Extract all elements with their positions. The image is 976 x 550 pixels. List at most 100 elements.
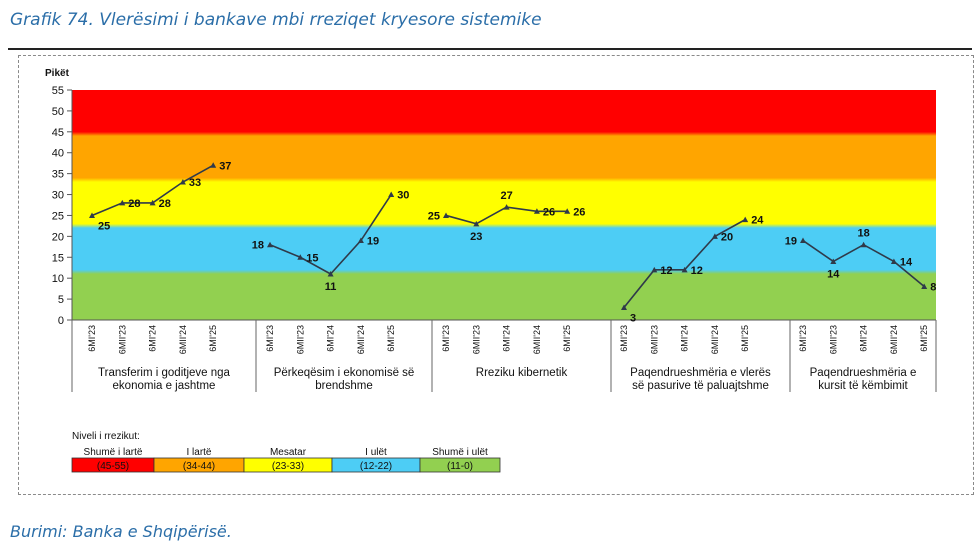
data-point — [443, 212, 449, 218]
data-label: 19 — [367, 236, 379, 248]
y-tick-label: 25 — [52, 210, 64, 222]
group-label: ekonomia e jashtme — [113, 380, 216, 392]
data-label: 24 — [751, 215, 764, 227]
group-label: brendshme — [315, 380, 373, 392]
legend-range: (23-33) — [272, 461, 304, 472]
group-label: Transferim i goditjeve nga — [98, 367, 230, 379]
data-label: 23 — [470, 231, 482, 243]
x-tick-label: 6MI'24 — [502, 325, 512, 352]
group-label: Përkeqësim i ekonomisë së — [274, 367, 415, 379]
y-tick-label: 45 — [52, 127, 64, 139]
data-label: 25 — [428, 210, 440, 222]
data-point — [357, 237, 364, 244]
data-label: 25 — [98, 220, 110, 232]
x-tick-label: 6MII'23 — [295, 325, 305, 354]
group-label: Paqendrueshmëria e — [810, 367, 917, 379]
source-note: Burimi: Banka e Shqipërisë. — [10, 522, 232, 541]
legend-title: Niveli i rrezikut: — [72, 431, 140, 442]
data-label: 19 — [785, 236, 797, 248]
data-point — [711, 233, 718, 239]
data-label: 15 — [306, 252, 318, 264]
group-label: Rreziku kibernetik — [476, 367, 568, 379]
data-label: 27 — [500, 190, 512, 202]
chart-frame — [18, 55, 974, 495]
legend-name: I ulët — [365, 447, 387, 458]
data-label: 3 — [630, 312, 636, 324]
y-tick-label: 30 — [52, 190, 64, 202]
data-label: 20 — [721, 231, 733, 243]
x-tick-label: 6MII'24 — [710, 325, 720, 354]
x-tick-label: 6MI'25 — [740, 325, 750, 352]
x-tick-label: 6MII'24 — [356, 325, 366, 354]
data-label: 11 — [325, 281, 337, 293]
group-label: kursit të këmbimit — [818, 380, 908, 392]
x-tick-label: 6MII'23 — [117, 325, 127, 354]
y-tick-label: 40 — [52, 148, 64, 160]
data-label: 14 — [900, 256, 913, 268]
data-point — [800, 237, 806, 244]
data-point — [297, 254, 304, 260]
legend-range: (34-44) — [183, 461, 215, 472]
data-point — [681, 266, 688, 273]
x-tick-label: 6MII'24 — [889, 325, 899, 354]
y-tick-label: 50 — [52, 106, 64, 118]
y-tick-label: 10 — [52, 273, 64, 285]
data-point — [830, 258, 837, 264]
data-label: 33 — [189, 177, 201, 189]
x-tick-label: 6MI'24 — [859, 325, 869, 352]
legend-name: Shumë i ulët — [432, 447, 488, 458]
data-label: 18 — [857, 228, 869, 240]
data-point — [503, 204, 510, 210]
risk-band-0 — [72, 272, 936, 320]
x-tick-label: 6MI'23 — [798, 325, 808, 352]
data-point — [473, 220, 480, 227]
x-tick-label: 6MI'25 — [208, 325, 218, 352]
data-point — [327, 271, 334, 277]
group-label: së pasurive të paluajtshme — [632, 380, 769, 392]
data-point — [179, 179, 186, 185]
risk-band-3 — [72, 134, 936, 180]
legend-range: (45-55) — [97, 461, 129, 472]
data-label: 8 — [930, 282, 936, 294]
data-label: 12 — [691, 265, 703, 277]
legend-swatch — [419, 457, 501, 473]
y-tick-label: 35 — [52, 169, 64, 181]
x-tick-label: 6MI'23 — [265, 325, 275, 352]
y-axis-label: Pikët — [45, 68, 70, 79]
x-tick-label: 6MI'25 — [562, 325, 572, 352]
title-rule — [8, 48, 972, 50]
x-tick-label: 6MI'24 — [680, 325, 690, 352]
x-tick-label: 6MI'25 — [919, 325, 929, 352]
data-point — [89, 212, 95, 218]
data-point — [210, 162, 217, 168]
data-point — [742, 216, 749, 223]
risk-band-1 — [72, 226, 936, 272]
group-label: Paqendrueshmëria e vlerës — [630, 367, 771, 379]
data-point — [921, 283, 928, 290]
data-point — [267, 241, 273, 248]
data-point — [149, 199, 156, 206]
data-point — [533, 208, 540, 214]
x-tick-label: 6MI'23 — [87, 325, 97, 352]
data-point — [860, 241, 867, 248]
x-tick-label: 6MI'23 — [619, 325, 629, 352]
legend-name: Mesatar — [270, 447, 307, 458]
x-tick-label: 6MI'24 — [326, 325, 336, 352]
y-tick-label: 20 — [52, 231, 64, 243]
data-label: 37 — [219, 160, 231, 172]
data-label: 18 — [252, 240, 264, 252]
data-label: 26 — [573, 206, 585, 218]
data-point — [651, 266, 658, 273]
legend-name: Shumë i lartë — [84, 447, 143, 458]
data-label: 12 — [660, 265, 672, 277]
data-point — [564, 208, 571, 214]
y-tick-label: 5 — [58, 294, 64, 306]
data-point — [388, 191, 395, 198]
legend-range: (11-0) — [447, 461, 473, 472]
x-tick-label: 6MII'23 — [828, 325, 838, 354]
risk-band-2 — [72, 180, 936, 226]
x-tick-label: 6MI'23 — [441, 325, 451, 352]
x-tick-label: 6MI'25 — [386, 325, 396, 352]
legend-range: (12-22) — [360, 461, 392, 472]
